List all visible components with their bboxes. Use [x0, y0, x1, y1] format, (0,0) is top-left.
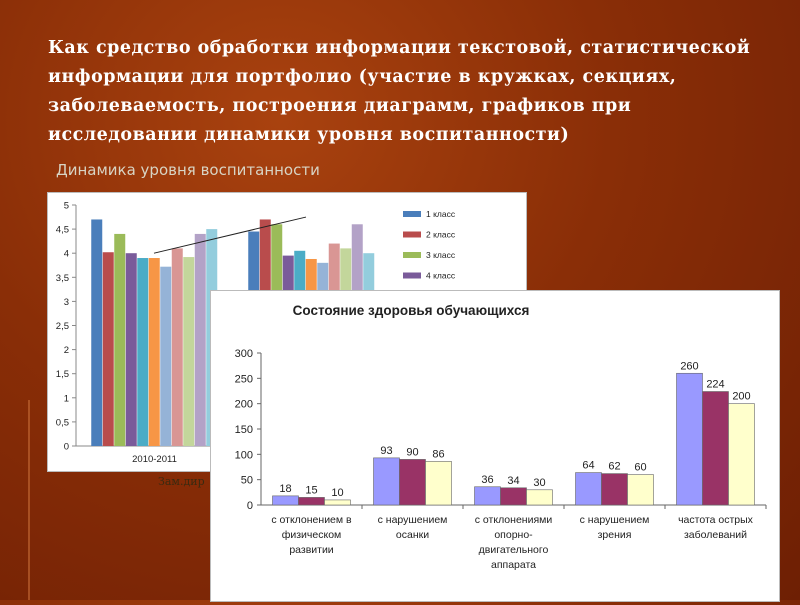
- data-label: 200: [732, 391, 750, 403]
- y-tick-label: 1,5: [56, 369, 69, 380]
- legend-label: 1 класс: [426, 209, 456, 219]
- y-tick-label: 0,5: [56, 417, 69, 428]
- bar: [114, 233, 126, 446]
- bar: [575, 472, 602, 506]
- y-tick-label: 3: [64, 297, 69, 308]
- legend-swatch: [403, 252, 421, 258]
- legend-label: 3 класс: [426, 250, 456, 260]
- y-tick-label: 200: [235, 399, 253, 411]
- bar: [102, 252, 114, 446]
- health-chart-svg: Состояние здоровья обучающихся 0 50 100 150 2…: [235, 303, 767, 571]
- data-label: 60: [634, 462, 646, 474]
- x-tick-label: заболеваний: [684, 529, 747, 541]
- bar: [148, 258, 160, 446]
- x-tick-label: двигательного: [479, 544, 549, 556]
- data-label: 18: [279, 483, 291, 495]
- chart-title: Состояние здоровья обучающихся: [293, 303, 530, 318]
- y-tick-label: 0: [64, 442, 69, 453]
- legend-swatch: [403, 231, 421, 238]
- y-tick-label: 0: [247, 500, 253, 512]
- bar: [373, 457, 400, 506]
- bar: [399, 459, 426, 506]
- x-tick-label: аппарата: [491, 559, 536, 571]
- bar: [125, 253, 137, 446]
- legend-swatch: [403, 272, 421, 279]
- bar: [91, 219, 103, 446]
- y-tick-label: 50: [241, 475, 253, 487]
- y-tick-label: 4: [64, 249, 69, 260]
- x-tick-label: развитии: [289, 544, 333, 556]
- y-tick-label: 2,5: [56, 321, 69, 332]
- data-label: 30: [533, 477, 545, 489]
- x-tick-label: физическом: [282, 529, 342, 541]
- decorative-line: [28, 400, 30, 600]
- bar: [324, 499, 351, 506]
- data-label: 36: [481, 474, 493, 486]
- slide-title: Как средство обработки информации тексто…: [48, 38, 751, 145]
- data-label: 64: [582, 460, 594, 472]
- x-tick-label: опорно-: [494, 529, 533, 541]
- bar: [183, 257, 195, 446]
- bar: [171, 248, 183, 446]
- data-label: 62: [608, 461, 620, 473]
- y-tick-label: 100: [235, 449, 253, 461]
- health-status-chart: Состояние здоровья обучающихся 0 50 100 150 2…: [210, 290, 780, 602]
- bar: [728, 403, 755, 506]
- bar: [298, 497, 325, 506]
- bar: [526, 489, 553, 506]
- data-label: 86: [432, 448, 444, 460]
- data-label: 90: [406, 446, 418, 458]
- x-tick-label: с нарушением: [580, 514, 650, 526]
- y-tick-label: 250: [235, 373, 253, 385]
- y-tick-label: 3,5: [56, 273, 69, 284]
- data-label: 93: [380, 445, 392, 457]
- x-tick-label: 2010-2011: [132, 454, 177, 465]
- bar: [601, 473, 628, 506]
- y-tick-label: 2: [64, 345, 69, 356]
- chart-subtitle: Динамика уровня воспитанности: [56, 161, 320, 179]
- y-tick-label: 300: [235, 348, 253, 360]
- legend-label: 2 класс: [426, 230, 456, 240]
- bar: [500, 487, 527, 506]
- deputy-director-note: Зам.дир: [158, 475, 205, 488]
- x-tick-label: с отклонениями: [475, 514, 553, 526]
- bar: [676, 372, 703, 506]
- data-label: 224: [706, 379, 724, 391]
- bar: [194, 233, 206, 446]
- bar: [702, 391, 729, 506]
- trend-line: [153, 216, 307, 254]
- y-tick-label: 150: [235, 424, 253, 436]
- data-label: 15: [305, 484, 317, 496]
- legend-swatch: [403, 211, 421, 217]
- bar: [425, 461, 452, 506]
- x-tick-label: зрения: [598, 529, 632, 541]
- data-label: 260: [680, 360, 698, 372]
- x-tick-label: с отклонением в: [271, 514, 352, 526]
- legend-label: 4 класс: [426, 271, 456, 281]
- x-tick-label: с нарушением: [378, 514, 448, 526]
- bar: [474, 486, 501, 506]
- x-tick-label: частота острых: [678, 514, 754, 526]
- data-label: 34: [507, 475, 519, 487]
- y-tick-label: 5: [64, 201, 69, 212]
- y-tick-label: 1: [64, 393, 69, 404]
- bar: [272, 495, 299, 506]
- bar: [627, 474, 654, 506]
- bar: [160, 266, 172, 446]
- x-tick-label: осанки: [396, 529, 429, 541]
- y-tick-label: 4,5: [56, 225, 69, 236]
- data-label: 10: [331, 487, 343, 499]
- bar: [137, 258, 149, 446]
